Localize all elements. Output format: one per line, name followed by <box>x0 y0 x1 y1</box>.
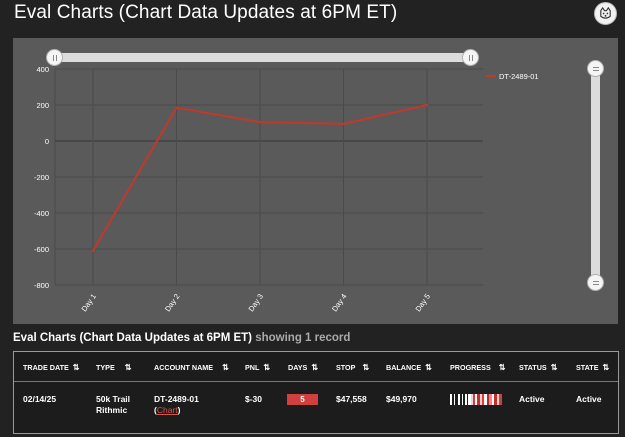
column-days[interactable]: DAYS ⇅ <box>288 363 318 372</box>
data-point <box>258 120 262 124</box>
records-summary: Eval Charts (Chart Data Updates at 6PM E… <box>13 332 350 344</box>
cell-status: Active <box>519 394 545 404</box>
cell-state: Active <box>576 394 602 404</box>
days-badge: 5 <box>287 394 318 405</box>
sort-icon[interactable]: ⇅ <box>425 363 432 372</box>
page-title: Eval Charts (Chart Data Updates at 6PM E… <box>14 2 398 23</box>
y-tick-label: -800 <box>34 281 49 290</box>
cell-balance: $49,970 <box>386 394 417 404</box>
chart-link[interactable]: Chart <box>156 405 178 415</box>
cell-type: 50k Trail Rithmic <box>96 394 131 415</box>
column-account-name[interactable]: ACCOUNT NAME ⇅ <box>154 363 229 372</box>
x-range-slider[interactable] <box>51 53 477 62</box>
column-progress[interactable]: PROGRESS ⇅ <box>450 363 506 372</box>
x-range-start-handle[interactable] <box>46 49 63 66</box>
sort-icon[interactable]: ⇅ <box>72 363 80 372</box>
cell-trade-date: 02/14/25 <box>23 394 57 404</box>
line-chart: 400 200 0 -200 -400 -600 -800 Day 1 Day 2 Day 3 Da… <box>34 65 539 313</box>
sort-icon[interactable]: ⇅ <box>124 363 132 372</box>
column-state[interactable]: STATE ⇅ <box>576 363 610 372</box>
y-tick-label: -400 <box>34 209 49 218</box>
y-range-bottom-handle[interactable] <box>587 274 604 291</box>
column-status[interactable]: STATUS ⇅ <box>519 363 558 372</box>
column-type[interactable]: TYPE ⇅ <box>96 363 132 372</box>
column-balance[interactable]: BALANCE ⇅ <box>386 363 432 372</box>
x-tick-label: Day 3 <box>246 292 265 313</box>
y-range-top-handle[interactable] <box>587 60 604 77</box>
y-range-slider[interactable] <box>591 62 600 284</box>
y-tick-label: 400 <box>36 65 49 74</box>
x-tick-label: Day 5 <box>413 292 432 313</box>
evals-table: TRADE DATE ⇅ TYPE ⇅ ACCOUNT NAME ⇅ PNL ⇅ DAY… <box>13 351 619 434</box>
cell-stop: $47,558 <box>336 394 367 404</box>
y-tick-label: -200 <box>34 173 49 182</box>
table-header: TRADE DATE ⇅ TYPE ⇅ ACCOUNT NAME ⇅ PNL ⇅ DAY… <box>14 352 618 382</box>
progress-bar <box>450 394 502 405</box>
chart-panel: 400 200 0 -200 -400 -600 -800 Day 1 Day 2 Day 3 Da… <box>13 38 618 324</box>
x-tick-label: Day 2 <box>163 292 182 313</box>
y-tick-label: 0 <box>45 137 49 146</box>
cell-account-name: DT-2489-01 (Chart) <box>154 394 199 415</box>
records-count: showing 1 record <box>255 332 351 344</box>
data-point <box>342 122 345 126</box>
y-tick-label: 200 <box>36 101 49 110</box>
x-range-end-handle[interactable] <box>462 49 479 66</box>
user-avatar[interactable] <box>594 2 617 25</box>
data-point <box>425 103 429 107</box>
sort-icon[interactable]: ⇅ <box>222 363 229 372</box>
dog-avatar-icon <box>600 6 611 19</box>
sort-icon[interactable]: ⇅ <box>550 363 558 372</box>
sort-icon[interactable]: ⇅ <box>311 363 318 372</box>
data-point <box>91 249 95 252</box>
x-tick-label: Day 1 <box>79 292 98 313</box>
x-tick-label: Day 4 <box>330 292 349 313</box>
sort-icon[interactable]: ⇅ <box>362 363 369 372</box>
sort-icon[interactable]: ⇅ <box>498 363 506 372</box>
cell-pnl: $-30 <box>245 394 263 404</box>
sort-icon[interactable]: ⇅ <box>263 363 270 372</box>
y-tick-label: -600 <box>34 245 49 254</box>
records-title: Eval Charts (Chart Data Updates at 6PM E… <box>13 332 253 344</box>
data-point <box>175 106 178 109</box>
legend-label: DT-2489-01 <box>499 72 539 81</box>
column-trade-date[interactable]: TRADE DATE ⇅ <box>23 363 79 372</box>
column-pnl[interactable]: PNL ⇅ <box>245 363 270 372</box>
sort-icon[interactable]: ⇅ <box>602 363 610 372</box>
column-stop[interactable]: STOP ⇅ <box>336 363 369 372</box>
